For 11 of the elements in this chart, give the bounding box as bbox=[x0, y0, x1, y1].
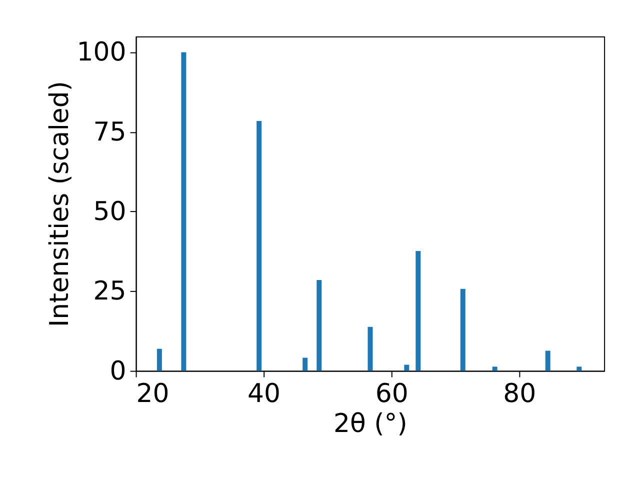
y-tick-label: 0 bbox=[110, 356, 126, 386]
y-tick-label: 50 bbox=[93, 197, 126, 228]
x-tick-label: 60 bbox=[375, 379, 408, 410]
x-tick-label: 20 bbox=[136, 379, 170, 410]
y-tick-label: 100 bbox=[76, 38, 126, 68]
y-tick-label: 75 bbox=[93, 117, 126, 148]
x-tick-label: 40 bbox=[248, 379, 281, 410]
x-axis-title: 2θ (°) bbox=[334, 409, 408, 440]
x-tick-label: 80 bbox=[503, 379, 536, 410]
y-tick-label: 25 bbox=[93, 276, 126, 307]
y-axis-title: Intensities (scaled) bbox=[44, 81, 75, 328]
